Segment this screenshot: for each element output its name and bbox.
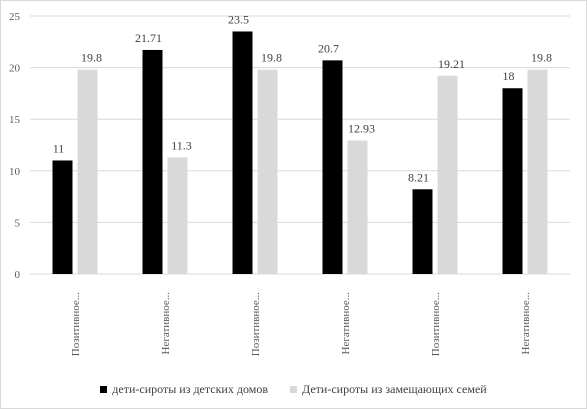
data-label: 19.21 xyxy=(438,57,465,71)
legend-swatch xyxy=(290,385,297,393)
data-label: 11.3 xyxy=(171,138,192,152)
category-label: Позитивное... xyxy=(430,292,442,356)
legend: дети-сироты из детских домов Дети-сироты… xyxy=(0,380,587,398)
y-tick-label: 5 xyxy=(15,217,21,229)
bar-orphanage-4 xyxy=(322,60,343,274)
legend-item-series-2: Дети-сироты из замещающих семей xyxy=(290,382,487,397)
legend-item-series-1: дети-сироты из детских домов xyxy=(100,382,268,397)
y-tick-label: 0 xyxy=(15,269,21,281)
legend-label: дети-сироты из детских домов xyxy=(112,381,268,396)
category-label: Позитивное... xyxy=(250,292,262,356)
y-axis-ticks: 0 5 10 15 20 25 xyxy=(9,11,21,281)
bars xyxy=(52,31,548,275)
bar-orphanage-6 xyxy=(502,88,523,275)
bar-foster-1 xyxy=(77,69,98,274)
bar-chart: 0 5 10 15 20 25 11 19.8 21.71 11.3 23.5 19.8 20.7 12… xyxy=(9,11,570,356)
data-label: 23.5 xyxy=(228,12,249,26)
category-label: Негативное... xyxy=(340,292,352,355)
data-label: 8.21 xyxy=(408,170,429,184)
data-labels: 11 19.8 21.71 11.3 23.5 19.8 20.7 12.93 8.21 19.2… xyxy=(53,12,552,184)
legend-label: Дети-сироты из замещающих семей xyxy=(302,381,487,396)
bar-foster-6 xyxy=(527,69,548,274)
legend-swatch xyxy=(100,385,108,393)
bar-orphanage-3 xyxy=(232,31,253,275)
grid-lines xyxy=(30,15,570,275)
category-label: Негативное... xyxy=(160,292,172,355)
bar-orphanage-1 xyxy=(52,160,73,274)
data-label: 19.8 xyxy=(81,51,102,65)
bar-foster-5 xyxy=(437,75,458,274)
y-tick-label: 15 xyxy=(9,114,21,126)
y-tick-label: 20 xyxy=(9,63,21,75)
data-label: 20.7 xyxy=(318,41,339,55)
y-tick-label: 25 xyxy=(9,11,21,23)
bar-orphanage-5 xyxy=(412,189,433,274)
category-labels: Позитивное... Негативное... Позитивное... Н… xyxy=(70,292,532,356)
y-tick-label: 10 xyxy=(9,166,21,178)
data-label: 18 xyxy=(503,69,515,83)
data-label: 12.93 xyxy=(348,122,375,136)
bar-foster-4 xyxy=(347,140,368,274)
data-label: 19.8 xyxy=(261,51,282,65)
bar-foster-3 xyxy=(257,69,278,274)
data-label: 11 xyxy=(53,141,65,155)
bar-orphanage-2 xyxy=(142,49,163,274)
category-label: Позитивное... xyxy=(70,292,82,356)
bar-foster-2 xyxy=(167,157,188,274)
data-label: 19.8 xyxy=(531,51,552,65)
category-label: Негативное... xyxy=(520,292,532,355)
data-label: 21.71 xyxy=(135,31,162,45)
